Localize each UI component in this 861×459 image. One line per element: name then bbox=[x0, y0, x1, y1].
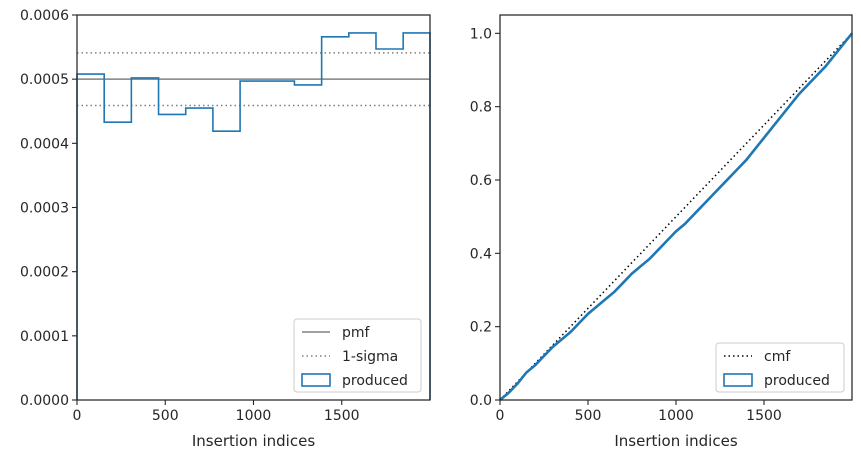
y-tick-label: 0.0001 bbox=[20, 329, 69, 345]
legend-label: pmf bbox=[342, 325, 371, 341]
y-tick-label: 0.0002 bbox=[20, 265, 69, 281]
legend: cmf produced bbox=[715, 342, 845, 393]
legend-label: 1-sigma bbox=[342, 349, 398, 365]
x-tick-label: 1000 bbox=[236, 408, 272, 424]
y-tick-label: 0.0000 bbox=[20, 393, 69, 409]
y-tick-label: 1.0 bbox=[470, 26, 492, 42]
y-tick-label: 0.8 bbox=[470, 100, 492, 116]
y-tick-label: 0.6 bbox=[470, 173, 492, 189]
pmf-histogram-panel: 0 500 1000 1500 0.0000 0.0001 0.0002 0.0003 0.00… bbox=[20, 8, 431, 450]
cmf-panel: 0 500 1000 1500 0.0 0.2 0.4 0.6 0.8 1.0 Insertion … bbox=[470, 14, 854, 450]
y-tick-label: 0.2 bbox=[470, 320, 492, 336]
series-cmf-line bbox=[499, 32, 853, 401]
x-tick-label: 0 bbox=[496, 408, 505, 424]
y-tick-label: 0.0004 bbox=[20, 136, 69, 152]
x-tick-label: 1500 bbox=[324, 408, 360, 424]
series-produced-line bbox=[499, 32, 854, 401]
legend: pmf 1-sigma produced bbox=[293, 318, 422, 393]
x-tick-label: 1000 bbox=[658, 408, 694, 424]
x-axis-label: Insertion indices bbox=[614, 432, 737, 450]
y-tick-label: 0.0 bbox=[470, 393, 492, 409]
legend-handle-produced bbox=[301, 373, 331, 387]
legend-label: cmf bbox=[764, 349, 791, 365]
y-tick-label: 0.0006 bbox=[20, 8, 69, 24]
x-tick-label: 500 bbox=[575, 408, 602, 424]
y-tick-label: 0.0005 bbox=[20, 72, 69, 88]
series-produced-step bbox=[76, 32, 431, 400]
x-tick-label: 1500 bbox=[746, 408, 782, 424]
x-axis-label: Insertion indices bbox=[192, 432, 315, 450]
axes-frame bbox=[499, 14, 853, 401]
x-tick-label: 500 bbox=[152, 408, 179, 424]
x-tick-label: 0 bbox=[73, 408, 82, 424]
legend-label: produced bbox=[764, 373, 830, 389]
y-tick-label: 0.0003 bbox=[20, 201, 69, 217]
legend-label: produced bbox=[342, 373, 408, 389]
legend-handle-produced bbox=[723, 373, 753, 387]
y-tick-label: 0.4 bbox=[470, 246, 492, 262]
